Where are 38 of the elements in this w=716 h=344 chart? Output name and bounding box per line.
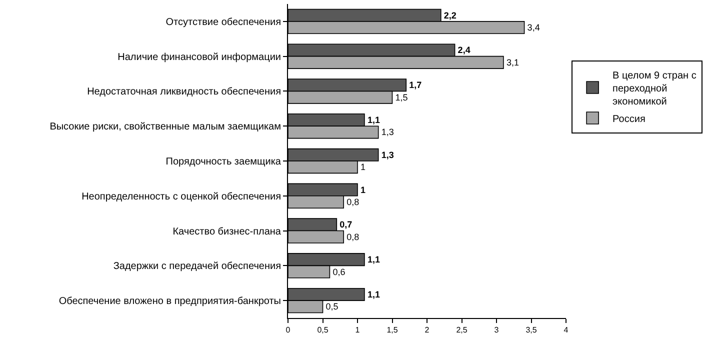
- data-label: 1,3: [381, 150, 394, 160]
- y-tick-label: Недостаточная ликвидность обеспечения: [87, 86, 281, 98]
- legend-label: Россия: [612, 114, 646, 125]
- x-tick-label: 0: [286, 326, 291, 335]
- x-tick-label: 1: [355, 326, 360, 335]
- x-tick-label: 3: [494, 326, 500, 335]
- y-tick-label: Отсутствие обеспечения: [166, 16, 281, 28]
- data-label: 1,1: [367, 115, 380, 126]
- y-tick-label: Наличие финансовой информации: [118, 52, 281, 63]
- data-label: 1: [360, 184, 366, 195]
- data-label: 1,7: [409, 80, 422, 90]
- data-label: 0,8: [346, 196, 360, 207]
- legend-label: В целом 9 стран с переходной экономикой: [612, 70, 696, 108]
- data-label: 1,5: [395, 92, 408, 102]
- x-tick-label: 4: [564, 326, 569, 335]
- data-label: 1: [360, 162, 366, 172]
- y-tick-label: Качество бизнес-плана: [172, 226, 282, 238]
- y-tick-label: Обеспечение вложено в предприятия-банкроты: [58, 296, 281, 308]
- x-tick-label: 3,5: [526, 326, 538, 335]
- data-label: 1,3: [381, 127, 394, 138]
- x-tick-label: 2,5: [456, 326, 468, 335]
- data-label: 2,2: [444, 10, 456, 20]
- data-label: 1,1: [367, 289, 380, 300]
- data-label: 0,8: [346, 232, 360, 242]
- y-tick-label: Задержки с передачей обеспечения: [113, 261, 281, 272]
- data-label: 0,7: [340, 220, 352, 230]
- data-label: 3,1: [506, 57, 519, 68]
- data-label: 3,4: [527, 22, 540, 33]
- x-tick-label: 2: [424, 326, 430, 335]
- data-label: 0,5: [326, 302, 338, 312]
- x-tick-label: 1,5: [386, 326, 398, 335]
- data-label: 0,6: [332, 266, 346, 277]
- y-tick-label: Высокие риски, свойственные малым заемщикам: [50, 122, 282, 133]
- y-tick-label: Порядочность заемщика: [166, 156, 282, 168]
- y-tick-label: Неопределенность с оценкой обеспечения: [82, 191, 281, 202]
- x-tick-label: 0,5: [317, 326, 329, 335]
- data-label: 2,4: [458, 45, 470, 56]
- data-label: 1,1: [367, 254, 380, 265]
